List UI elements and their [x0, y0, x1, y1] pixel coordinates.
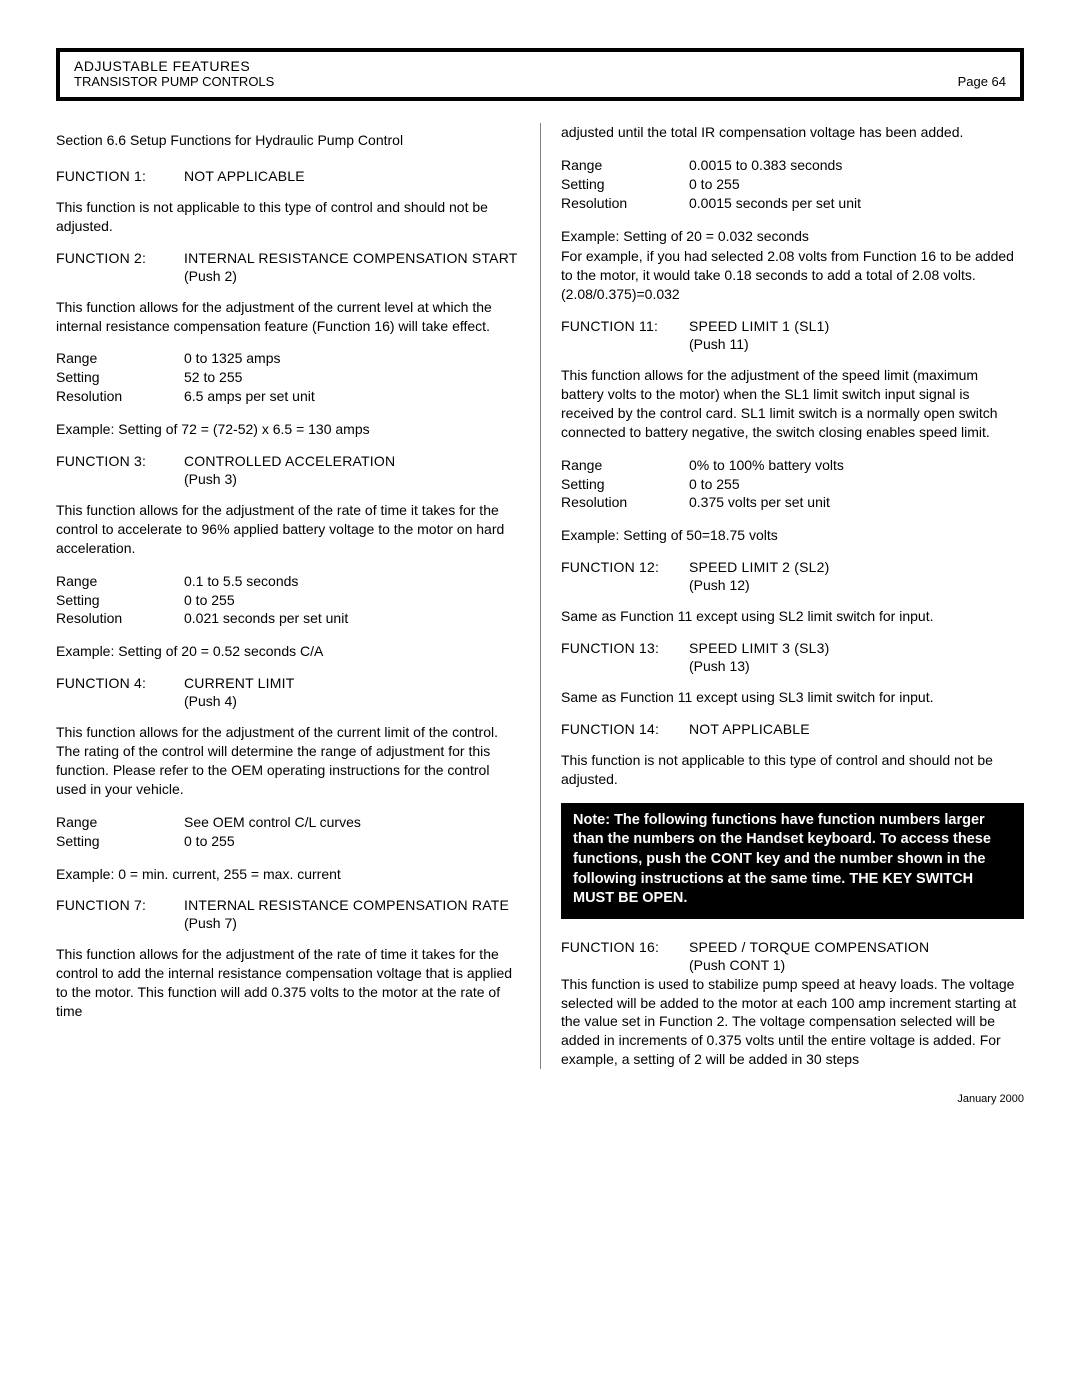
spec-val: 0% to 100% battery volts: [689, 456, 844, 475]
function-title: SPEED LIMIT 2 (SL2): [689, 559, 829, 575]
page-header-box: ADJUSTABLE FEATURES TRANSISTOR PUMP CONT…: [56, 48, 1024, 101]
function-label: FUNCTION 16:: [561, 939, 689, 955]
function-14-heading: FUNCTION 14: NOT APPLICABLE: [561, 721, 1024, 737]
note-box: Note: The following functions have funct…: [561, 803, 1024, 919]
function-2-desc: This function allows for the adjustment …: [56, 298, 520, 336]
function-16-push: (Push CONT 1): [689, 957, 1024, 973]
function-4-desc: This function allows for the adjustment …: [56, 723, 520, 799]
spec-val: 52 to 255: [184, 368, 242, 387]
function-14-desc: This function is not applicable to this …: [561, 751, 1024, 789]
spec-val: 0 to 255: [689, 475, 740, 494]
function-13-desc: Same as Function 11 except using SL3 lim…: [561, 688, 1024, 707]
function-11-specs: Range0% to 100% battery volts Setting0 t…: [561, 456, 1024, 513]
function-11-desc: This function allows for the adjustment …: [561, 366, 1024, 442]
right-column: adjusted until the total IR compensation…: [540, 123, 1024, 1069]
function-label: FUNCTION 12:: [561, 559, 689, 575]
function-7-example2: For example, if you had selected 2.08 vo…: [561, 247, 1024, 304]
function-2-push: (Push 2): [184, 268, 520, 284]
spec-val: 0.0015 to 0.383 seconds: [689, 156, 842, 175]
spec-key: Range: [561, 156, 689, 175]
function-2-specs: Range0 to 1325 amps Setting52 to 255 Res…: [56, 349, 520, 406]
function-title: INTERNAL RESISTANCE COMPENSATION START: [184, 250, 518, 266]
function-label: FUNCTION 3:: [56, 453, 184, 469]
function-title: SPEED LIMIT 1 (SL1): [689, 318, 829, 334]
header-subrow: TRANSISTOR PUMP CONTROLS Page 64: [74, 74, 1006, 89]
function-7-specs: Range0.0015 to 0.383 seconds Setting0 to…: [561, 156, 1024, 213]
function-title: INTERNAL RESISTANCE COMPENSATION RATE: [184, 897, 509, 913]
function-4-heading: FUNCTION 4: CURRENT LIMIT: [56, 675, 520, 691]
spec-val: 6.5 amps per set unit: [184, 387, 315, 406]
function-title: CURRENT LIMIT: [184, 675, 294, 691]
spec-key: Resolution: [56, 609, 184, 628]
function-16-desc: This function is used to stabilize pump …: [561, 975, 1024, 1069]
function-7-example1: Example: Setting of 20 = 0.032 seconds: [561, 227, 1024, 246]
spec-val: See OEM control C/L curves: [184, 813, 361, 832]
function-2-example: Example: Setting of 72 = (72-52) x 6.5 =…: [56, 420, 520, 439]
function-7-heading: FUNCTION 7: INTERNAL RESISTANCE COMPENSA…: [56, 897, 520, 913]
function-1-desc: This function is not applicable to this …: [56, 198, 520, 236]
function-label: FUNCTION 4:: [56, 675, 184, 691]
function-1-heading: FUNCTION 1: NOT APPLICABLE: [56, 168, 520, 184]
function-title: SPEED LIMIT 3 (SL3): [689, 640, 829, 656]
function-13-heading: FUNCTION 13: SPEED LIMIT 3 (SL3): [561, 640, 1024, 656]
header-title: ADJUSTABLE FEATURES: [74, 58, 1006, 74]
function-label: FUNCTION 1:: [56, 168, 184, 184]
function-12-heading: FUNCTION 12: SPEED LIMIT 2 (SL2): [561, 559, 1024, 575]
spec-val: 0 to 255: [184, 591, 235, 610]
spec-key: Setting: [561, 175, 689, 194]
spec-key: Setting: [56, 368, 184, 387]
function-3-heading: FUNCTION 3: CONTROLLED ACCELERATION: [56, 453, 520, 469]
spec-key: Range: [56, 349, 184, 368]
function-12-desc: Same as Function 11 except using SL2 lim…: [561, 607, 1024, 626]
section-title: Section 6.6 Setup Functions for Hydrauli…: [56, 131, 520, 150]
spec-val: 0 to 255: [689, 175, 740, 194]
function-13-push: (Push 13): [689, 658, 1024, 674]
function-12-push: (Push 12): [689, 577, 1024, 593]
left-column: Section 6.6 Setup Functions for Hydrauli…: [56, 123, 540, 1069]
function-label: FUNCTION 14:: [561, 721, 689, 737]
body-columns: Section 6.6 Setup Functions for Hydrauli…: [56, 123, 1024, 1069]
function-2-heading: FUNCTION 2: INTERNAL RESISTANCE COMPENSA…: [56, 250, 520, 266]
function-label: FUNCTION 11:: [561, 318, 689, 334]
function-11-push: (Push 11): [689, 336, 1024, 352]
function-4-specs: RangeSee OEM control C/L curves Setting0…: [56, 813, 520, 851]
function-title: NOT APPLICABLE: [184, 168, 305, 184]
spec-val: 0 to 255: [184, 832, 235, 851]
spec-key: Resolution: [56, 387, 184, 406]
spec-key: Setting: [561, 475, 689, 494]
spec-key: Setting: [56, 832, 184, 851]
function-3-push: (Push 3): [184, 471, 520, 487]
function-11-heading: FUNCTION 11: SPEED LIMIT 1 (SL1): [561, 318, 1024, 334]
spec-val: 0.375 volts per set unit: [689, 493, 830, 512]
spec-val: 0.0015 seconds per set unit: [689, 194, 861, 213]
function-label: FUNCTION 7:: [56, 897, 184, 913]
spec-key: Setting: [56, 591, 184, 610]
function-7-push: (Push 7): [184, 915, 520, 931]
header-page-number: Page 64: [958, 74, 1006, 89]
function-title: NOT APPLICABLE: [689, 721, 810, 737]
function-label: FUNCTION 2:: [56, 250, 184, 266]
spec-key: Range: [561, 456, 689, 475]
function-11-example: Example: Setting of 50=18.75 volts: [561, 526, 1024, 545]
function-title: CONTROLLED ACCELERATION: [184, 453, 395, 469]
function-4-example: Example: 0 = min. current, 255 = max. cu…: [56, 865, 520, 884]
spec-val: 0.021 seconds per set unit: [184, 609, 348, 628]
spec-val: 0 to 1325 amps: [184, 349, 281, 368]
footer-date: January 2000: [56, 1093, 1024, 1105]
function-label: FUNCTION 13:: [561, 640, 689, 656]
spec-val: 0.1 to 5.5 seconds: [184, 572, 298, 591]
function-3-specs: Range0.1 to 5.5 seconds Setting0 to 255 …: [56, 572, 520, 629]
spec-key: Resolution: [561, 493, 689, 512]
function-3-example: Example: Setting of 20 = 0.52 seconds C/…: [56, 642, 520, 661]
spec-key: Range: [56, 813, 184, 832]
function-7-desc: This function allows for the adjustment …: [56, 945, 520, 1021]
spec-key: Resolution: [561, 194, 689, 213]
spec-key: Range: [56, 572, 184, 591]
function-7-cont: adjusted until the total IR compensation…: [561, 123, 1024, 142]
function-4-push: (Push 4): [184, 693, 520, 709]
function-3-desc: This function allows for the adjustment …: [56, 501, 520, 558]
function-16-heading: FUNCTION 16: SPEED / TORQUE COMPENSATION: [561, 939, 1024, 955]
header-subtitle: TRANSISTOR PUMP CONTROLS: [74, 74, 274, 89]
function-title: SPEED / TORQUE COMPENSATION: [689, 939, 929, 955]
